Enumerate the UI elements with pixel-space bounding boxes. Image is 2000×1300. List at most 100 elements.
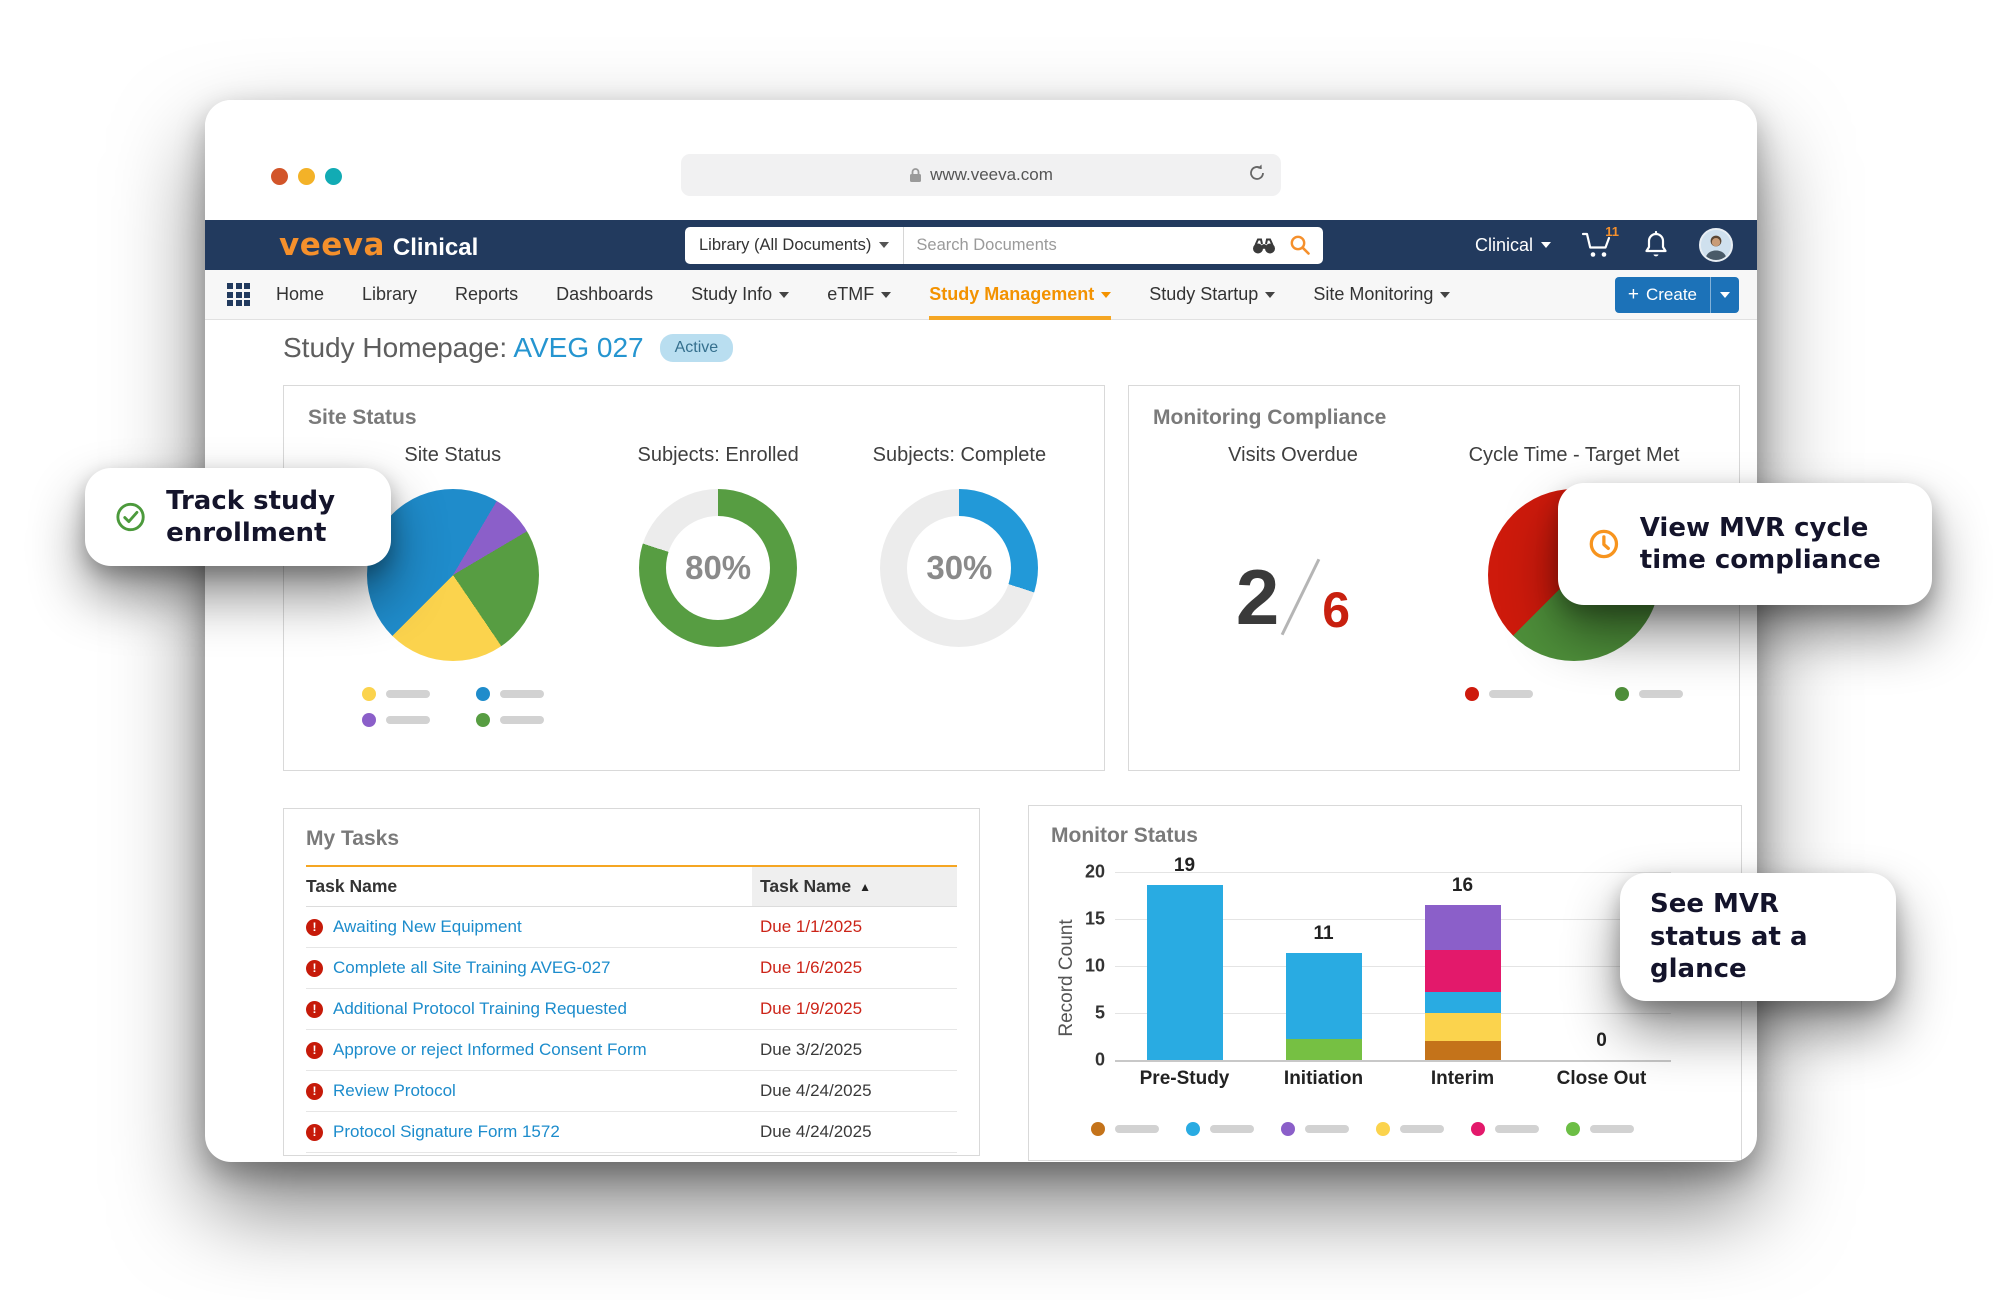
x-axis-category-label: Close Out	[1556, 1068, 1647, 1089]
nav-item-library[interactable]: Library	[362, 284, 418, 304]
divider	[306, 865, 957, 867]
app-context-label: Clinical	[1474, 234, 1533, 255]
task-link[interactable]: Review Protocol	[333, 1081, 456, 1100]
task-link[interactable]: Approve or reject Informed Consent Form	[333, 1040, 647, 1059]
callout-track-study-enrollment: Track study enrollment	[85, 468, 391, 566]
address-bar[interactable]: www.veeva.com	[681, 154, 1281, 196]
legend-label-placeholder	[1639, 690, 1683, 698]
refresh-icon[interactable]	[1247, 163, 1267, 183]
subjects-complete-chart-col: Subjects: Complete 30%	[839, 444, 1080, 727]
site-status-legend	[361, 687, 544, 727]
bar-interim[interactable]	[1424, 904, 1501, 1060]
legend-item	[1091, 1122, 1159, 1136]
kpi-divider	[1281, 558, 1321, 636]
nav-item-dashboards[interactable]: Dashboards	[556, 284, 654, 304]
visits-overdue-col: Visits Overdue 2 6	[1153, 444, 1433, 701]
study-id-link[interactable]: AVEG 027	[513, 332, 644, 363]
bar-segment	[1424, 992, 1501, 1014]
nav-item-study-info[interactable]: Study Info	[691, 270, 790, 320]
search-icon[interactable]	[1289, 234, 1311, 256]
bar-value-label: 11	[1313, 922, 1334, 944]
notifications-button[interactable]	[1643, 230, 1669, 260]
y-tick-label: 20	[1084, 861, 1105, 882]
legend-dot-icon	[1465, 687, 1479, 701]
legend-label-placeholder	[1210, 1125, 1254, 1133]
cart-button[interactable]: 11	[1581, 224, 1619, 259]
subjects-complete-donut-chart[interactable]: 30%	[880, 489, 1039, 647]
page-title: Study Homepage: AVEG 027	[283, 332, 644, 363]
nav-item-etmf[interactable]: eTMF	[827, 270, 892, 320]
subjects-enrolled-chart-col: Subjects: Enrolled 80%	[598, 444, 839, 727]
legend-dot-icon	[1566, 1122, 1580, 1136]
task-row: ! Additional Protocol Training Requested D…	[306, 989, 957, 1030]
bar-value-label: 19	[1173, 855, 1196, 877]
nav-item-study-startup[interactable]: Study Startup	[1149, 270, 1276, 320]
nav-item-home[interactable]: Home	[276, 284, 325, 304]
caret-down-icon	[1101, 291, 1112, 298]
tasks-table-body: ! Awaiting New Equipment Due 1/1/2025! Comp…	[306, 907, 957, 1153]
gridline	[1115, 872, 1671, 873]
sort-asc-icon: ▲	[859, 879, 872, 894]
zoom-window-button[interactable]	[325, 168, 342, 185]
legend-label-placeholder	[499, 716, 544, 724]
bar-segment	[1146, 885, 1223, 1060]
task-row: ! Complete all Site Training AVEG-027 Due …	[306, 948, 957, 989]
legend-label-placeholder	[499, 690, 544, 698]
gridline	[1115, 966, 1671, 967]
create-dropdown-button[interactable]	[1711, 277, 1739, 313]
task-row: ! Approve or reject Informed Consent Form…	[306, 1030, 957, 1071]
caret-down-icon	[1440, 291, 1451, 298]
app-context-dropdown[interactable]: Clinical	[1475, 235, 1551, 256]
legend-dot-icon	[1615, 687, 1629, 701]
site-status-pie-chart[interactable]	[366, 489, 539, 661]
panel-title: Monitoring Compliance	[1153, 406, 1387, 429]
subjects-enrolled-donut-chart[interactable]: 80%	[639, 489, 798, 647]
create-button[interactable]: + Create	[1615, 276, 1711, 313]
search-scope-dropdown[interactable]: Library (All Documents)	[685, 226, 905, 264]
task-due-date: Due 4/24/2025	[760, 1122, 872, 1141]
avatar[interactable]	[1699, 228, 1733, 262]
legend-dot-icon	[361, 687, 376, 701]
lock-icon	[910, 168, 922, 182]
legend-item	[1465, 687, 1533, 701]
monitor-status-bar-chart[interactable]: Record Count 0 5 10 15 20 19 11 16 0 Pre-Study I…	[1051, 855, 1719, 1136]
legend-dot-icon	[361, 713, 376, 727]
bar-segment	[1424, 904, 1501, 951]
task-link[interactable]: Additional Protocol Training Requested	[333, 999, 627, 1018]
kpi-value: 2	[1235, 552, 1280, 641]
minimize-window-button[interactable]	[298, 168, 315, 185]
overdue-warning-icon: !	[306, 959, 323, 977]
check-circle-icon	[116, 502, 145, 532]
bar-segment	[1424, 1041, 1501, 1060]
bar-initiation[interactable]	[1285, 952, 1362, 1060]
legend-label-placeholder	[1489, 690, 1533, 698]
app-header: veeva Clinical Library (All Documents) C…	[205, 220, 1757, 270]
task-link[interactable]: Protocol Signature Form 1572	[333, 1122, 560, 1141]
task-link[interactable]: Complete all Site Training AVEG-027	[333, 958, 611, 977]
bar-segment	[1285, 952, 1362, 1040]
caret-down-icon	[1541, 242, 1551, 248]
legend-label-placeholder	[1305, 1125, 1349, 1133]
task-link[interactable]: Awaiting New Equipment	[333, 917, 522, 936]
column-header-task-name-sorted[interactable]: Task Name ▲	[752, 867, 957, 906]
nav-item-site-monitoring[interactable]: Site Monitoring	[1313, 270, 1451, 320]
overdue-warning-icon: !	[306, 1041, 323, 1059]
legend-dot-icon	[1091, 1122, 1105, 1136]
cart-count-badge: 11	[1605, 224, 1619, 239]
monitor-status-legend	[1091, 1122, 1719, 1136]
close-window-button[interactable]	[271, 168, 288, 185]
binoculars-icon[interactable]	[1251, 237, 1277, 254]
x-axis-labels: Pre-Study Initiation Interim Close Out	[1115, 1068, 1671, 1096]
chart-subtitle: Visits Overdue	[1228, 444, 1358, 466]
legend-item	[361, 687, 430, 701]
app-grid-icon[interactable]	[227, 283, 250, 306]
nav-item-reports[interactable]: Reports	[455, 284, 519, 304]
search-input[interactable]	[904, 235, 1251, 255]
nav-item-study-management[interactable]: Study Management	[929, 270, 1112, 320]
y-tick-label: 10	[1084, 955, 1105, 976]
bar-value-label: 16	[1451, 874, 1474, 896]
product-name: Clinical	[392, 234, 479, 261]
caret-down-icon	[879, 242, 890, 248]
bar-pre-study[interactable]	[1146, 885, 1223, 1060]
